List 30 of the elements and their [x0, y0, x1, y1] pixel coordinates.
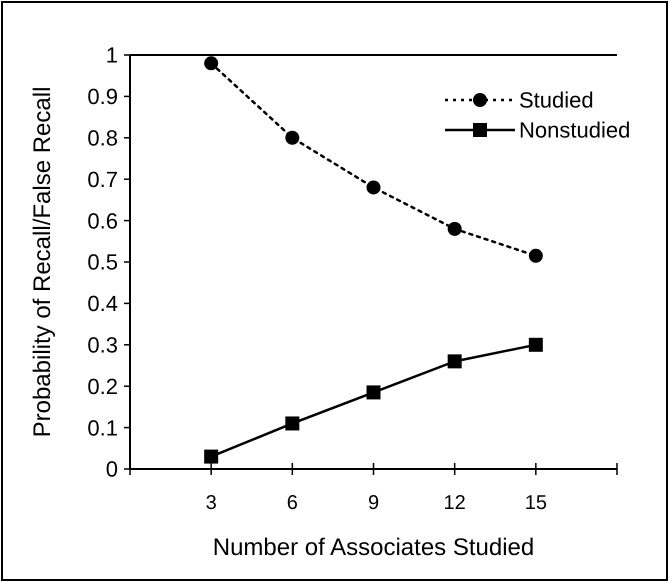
y-tick-label: 0.9	[87, 84, 118, 110]
legend-label: Nonstudied	[519, 118, 630, 143]
y-tick-label: 0.4	[87, 291, 118, 316]
x-axis-title: Number of Associates Studied	[212, 534, 534, 561]
point	[204, 450, 218, 464]
y-tick-label: 0.6	[87, 208, 118, 234]
y-tick-label: 0.2	[87, 374, 118, 399]
y-tick-label: 0	[106, 456, 118, 482]
y-tick-label: 1	[106, 42, 118, 68]
y-axis-title: Probability of Recall/False Recall	[29, 86, 56, 438]
point	[448, 354, 462, 368]
y-tick-label: 0.7	[87, 166, 118, 192]
point	[366, 180, 380, 194]
point	[285, 416, 300, 430]
point	[285, 130, 300, 145]
x-tick-label: 3	[206, 492, 217, 514]
y-tick-label: 0.1	[87, 415, 118, 440]
legend-label: Studied	[519, 88, 594, 113]
point	[528, 248, 543, 263]
y-tick-label: 0.5	[87, 250, 118, 275]
point	[204, 56, 218, 70]
y-tick-label: 0.3	[87, 332, 118, 358]
x-tick-label: 12	[444, 492, 466, 514]
point	[448, 222, 462, 236]
x-tick-label: 6	[286, 492, 298, 514]
x-tick-label: 15	[524, 492, 547, 514]
point	[366, 385, 380, 400]
x-tick-label: 9	[368, 492, 380, 514]
point	[528, 338, 543, 352]
y-tick-label: 0.8	[87, 126, 118, 150]
